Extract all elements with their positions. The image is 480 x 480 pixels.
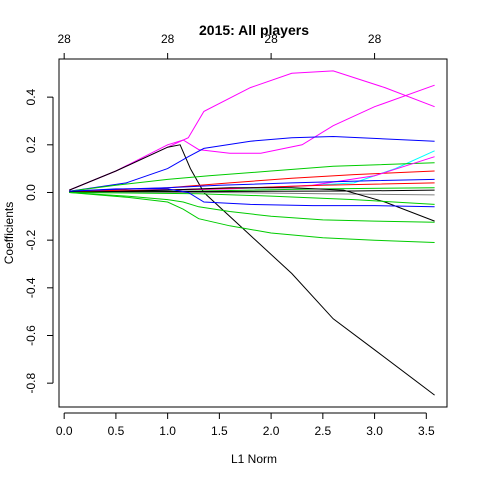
x-axis-title: L1 Norm — [231, 452, 277, 466]
series-line-17 — [69, 192, 435, 223]
top-tick-label: 28 — [264, 32, 278, 46]
y-tick-label: -0.8 — [24, 373, 38, 394]
plot-area-frame — [58, 58, 448, 408]
top-tick-label: 28 — [368, 32, 382, 46]
series-line-12 — [69, 189, 435, 193]
x-tick-label: 1.5 — [211, 424, 228, 438]
series-line-4 — [69, 135, 435, 192]
y-tick-label: -0.6 — [24, 325, 38, 346]
x-axis-top: 28 28 28 28 — [57, 32, 382, 60]
series-line-18 — [69, 192, 435, 243]
x-tick-label: 1.0 — [159, 424, 176, 438]
x-tick-label: 3.0 — [366, 424, 383, 438]
y-axis-left: -0.8 -0.6 -0.4 -0.2 0.0 0.2 0.4 — [24, 88, 54, 394]
y-tick-label: -0.4 — [24, 277, 38, 298]
x-tick-label: 0.0 — [56, 424, 73, 438]
y-tick-label: 0.0 — [24, 184, 38, 201]
x-tick-label: 2.5 — [314, 424, 331, 438]
series-line-13 — [69, 192, 435, 196]
x-tick-label: 2.0 — [263, 424, 280, 438]
top-tick-label: 28 — [161, 32, 175, 46]
series-line-8 — [69, 156, 435, 193]
x-axis-bottom: 0.0 0.5 1.0 1.5 2.0 2.5 3.0 3.5 — [56, 412, 435, 438]
x-tick-label: 0.5 — [108, 424, 125, 438]
chart-title: 2015: All players — [199, 22, 309, 38]
series-line-5 — [69, 150, 435, 193]
y-axis-title: Coefficients — [2, 202, 16, 264]
series-lines — [69, 70, 435, 396]
series-line-3 — [69, 144, 435, 396]
series-line-6 — [69, 162, 435, 192]
x-tick-label: 3.5 — [418, 424, 435, 438]
top-tick-label: 28 — [57, 32, 71, 46]
y-tick-label: 0.4 — [24, 88, 38, 105]
series-line-2 — [69, 84, 435, 191]
y-tick-label: -0.2 — [24, 229, 38, 250]
series-line-14 — [69, 187, 435, 222]
series-line-16 — [69, 188, 435, 208]
series-line-15 — [69, 192, 435, 205]
y-tick-label: 0.2 — [24, 136, 38, 153]
